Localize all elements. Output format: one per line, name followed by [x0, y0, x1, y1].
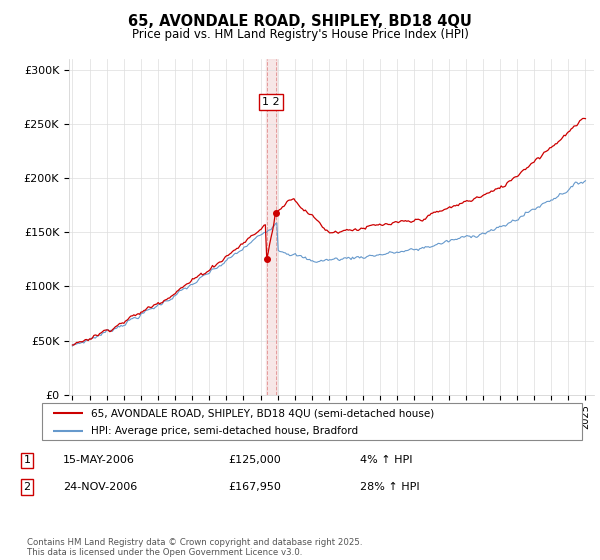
Text: 1 2: 1 2	[262, 97, 280, 107]
Text: HPI: Average price, semi-detached house, Bradford: HPI: Average price, semi-detached house,…	[91, 426, 358, 436]
Bar	[266, 59, 277, 395]
Text: 65, AVONDALE ROAD, SHIPLEY, BD18 4QU (semi-detached house): 65, AVONDALE ROAD, SHIPLEY, BD18 4QU (se…	[91, 408, 434, 418]
Text: 4% ↑ HPI: 4% ↑ HPI	[360, 455, 413, 465]
Text: 2: 2	[23, 482, 31, 492]
Text: 15-MAY-2006: 15-MAY-2006	[63, 455, 135, 465]
Text: £125,000: £125,000	[228, 455, 281, 465]
Text: Price paid vs. HM Land Registry's House Price Index (HPI): Price paid vs. HM Land Registry's House …	[131, 28, 469, 41]
Text: Contains HM Land Registry data © Crown copyright and database right 2025.
This d: Contains HM Land Registry data © Crown c…	[27, 538, 362, 557]
Text: 28% ↑ HPI: 28% ↑ HPI	[360, 482, 419, 492]
Text: 24-NOV-2006: 24-NOV-2006	[63, 482, 137, 492]
Text: 1: 1	[23, 455, 31, 465]
Text: 65, AVONDALE ROAD, SHIPLEY, BD18 4QU: 65, AVONDALE ROAD, SHIPLEY, BD18 4QU	[128, 14, 472, 29]
Text: £167,950: £167,950	[228, 482, 281, 492]
